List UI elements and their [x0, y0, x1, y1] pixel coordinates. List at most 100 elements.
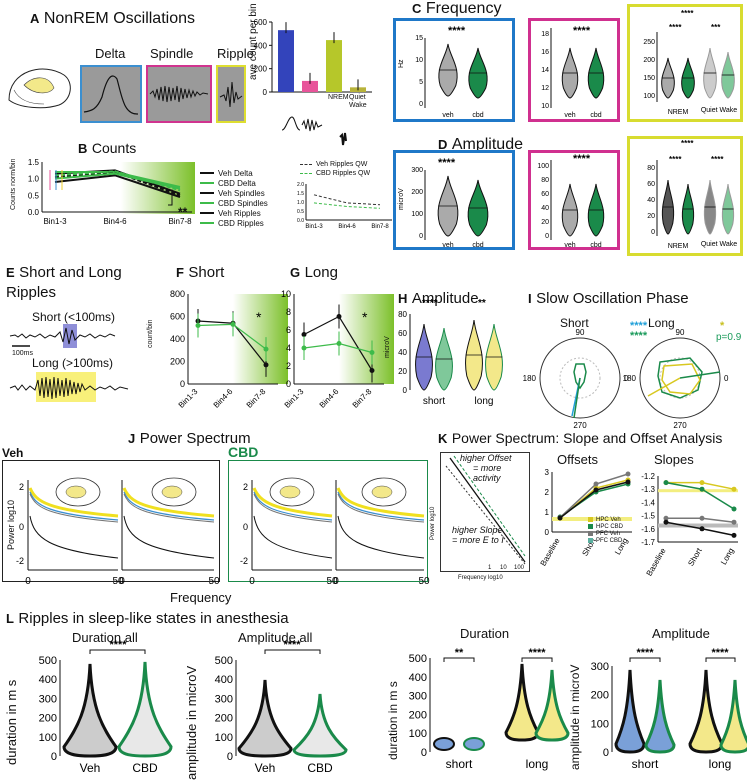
c3-ytick: 150	[643, 75, 655, 82]
k-off-ytick: 2	[545, 488, 550, 497]
chartF-ytick: 200	[170, 357, 185, 367]
l-dur-sig-2: ****	[528, 647, 546, 659]
bar-1	[302, 80, 318, 92]
k-legend-label: HPC CBD	[596, 523, 624, 530]
bi-ytick: 1.5	[297, 191, 304, 197]
l-ampall-ytick: 500	[215, 655, 233, 667]
i-sig-long-2: p=0.9	[716, 332, 742, 343]
j-cbd-2-blue	[337, 491, 425, 521]
k-ylabel: Power log10	[430, 506, 436, 540]
k-sl-point	[731, 486, 737, 492]
chartG-ytick: 0	[286, 379, 291, 389]
k-sl-point	[663, 515, 669, 521]
c3-ytick: 100	[643, 93, 655, 100]
k-legend-swatch	[588, 517, 593, 522]
k-legend: HPC Veh HPC CBD PFC Veh PFC CBD	[588, 516, 623, 544]
chartG-xtick: Bin7-8	[351, 387, 374, 410]
l-durall-bracket	[89, 649, 146, 654]
l-ampall-sig: ****	[283, 639, 301, 651]
b-ylabel: Counts norm/bin	[10, 158, 17, 210]
k-sl-point	[731, 519, 737, 525]
b-legend: Veh Delta CBD Delta Veh Spindles CBD Spindl…	[200, 168, 268, 228]
l-amp-short-cbd	[644, 679, 676, 754]
j-cbd-1-yellow	[252, 487, 333, 518]
panel-b-title: Counts	[91, 140, 137, 156]
b-inset-legend-entry: CBD Ripples QW	[300, 169, 370, 178]
bar-ytick-label: 400	[254, 41, 268, 50]
k-xlabel: Frequency log10	[458, 575, 503, 581]
l-amp-bracket-1	[629, 657, 661, 662]
k-legend-entry: PFC CBD	[588, 537, 623, 544]
i-short-a180: 180	[523, 374, 537, 383]
j-cbd-2-black	[337, 515, 425, 559]
k-off-point	[625, 471, 631, 477]
l-durall-ytick: 400	[39, 674, 57, 686]
panel-g-title: Long	[304, 264, 338, 281]
panel-j-heading: J Power Spectrum	[128, 430, 251, 447]
k-sl-point	[663, 480, 669, 486]
k-legend-entry: HPC CBD	[588, 523, 623, 530]
d-box-3	[627, 136, 743, 256]
i-long-outer	[639, 337, 721, 419]
l-violins: 0 100 200 300 400 500 **** Veh CBD 0 100 200 300 400 5…	[39, 639, 747, 775]
e-scale-label: 100ms	[12, 350, 34, 357]
l-dur-short-veh	[433, 737, 455, 751]
b-legend-entry: Veh Ripples	[200, 208, 268, 218]
h-sig-2: **	[478, 298, 486, 309]
d2-xtick-cbd: cbd	[590, 242, 601, 249]
c3-sig-2: ****	[669, 23, 682, 32]
c3-sig-1: ****	[681, 9, 694, 18]
c2-ytick: 16	[541, 49, 549, 56]
k-off-ytick: 1	[545, 508, 550, 517]
l-amp-long-veh	[688, 669, 724, 754]
panel-e-heading: E Short and Long	[6, 264, 122, 281]
panel-d-title: Amplitude	[451, 136, 523, 153]
h-ylabel: microV	[384, 336, 391, 358]
d3-ytick: 40	[647, 197, 655, 204]
panel-e-title: Short and Long	[19, 264, 122, 281]
j-xtick: 50	[326, 576, 338, 587]
b-legend-label: CBD Delta	[218, 178, 256, 188]
d1-xtick-veh: veh	[442, 242, 453, 249]
d2-ytick: 20	[541, 219, 549, 226]
b-xtick: Bin7-8	[168, 217, 192, 226]
h-ytick: 0	[403, 386, 408, 395]
i-long-label: Long	[648, 316, 675, 330]
l-dur-ytick: 300	[409, 691, 427, 703]
panel-i-heading: I Slow Oscillation Phase	[528, 290, 689, 307]
panel-h-title: Amplitude	[411, 290, 479, 307]
k-sl-xtick: Long	[719, 547, 736, 567]
c1-ytick: 15	[415, 35, 423, 42]
k-sl-ytick: -1.2	[641, 472, 655, 481]
j-veh-label: Veh	[2, 446, 24, 460]
l-dur-bracket-1	[443, 657, 475, 662]
l-amp-ytick: 300	[591, 661, 609, 673]
i-long-a270: 270	[673, 421, 687, 430]
chartG-gradient	[339, 294, 394, 384]
k-ann1: higher Offset	[460, 453, 512, 463]
j-veh-1-black	[29, 515, 119, 559]
c-box-1	[393, 18, 515, 122]
k-sl-xtick: Baseline	[645, 546, 668, 578]
c-box-3	[627, 4, 743, 122]
i-long-a0: 0	[724, 374, 729, 383]
panel-l-title: Ripples in sleep-like states in anesthes…	[18, 610, 289, 627]
j-cbd-1-gray	[253, 493, 333, 523]
l-dur-xshort: short	[446, 757, 473, 771]
k-sl-ytick: -1.4	[641, 498, 655, 507]
b-legend-entry: CBD Ripples	[200, 218, 268, 228]
label-ripple: Ripple	[217, 46, 254, 61]
b-legend-label: CBD Ripples	[218, 218, 264, 228]
panel-f-heading: F Short	[176, 264, 225, 281]
c-violins: Hz 0 5 10 15 veh cbd **** 10 12 14 16 18 veh cbd **** 10…	[398, 9, 737, 119]
k-legend-label: PFC CBD	[596, 537, 623, 544]
c3-ytick: 200	[643, 57, 655, 64]
j-veh-box	[2, 460, 220, 582]
b-series-4	[54, 174, 181, 198]
b-inset-legend-label: Veh Ripples QW	[316, 161, 368, 168]
k-sl-ytick: -1.7	[641, 538, 655, 547]
c3-sig-3: ***	[711, 23, 721, 32]
l-dur-long-veh	[504, 663, 540, 742]
l-dur-all-title: Duration all	[72, 630, 138, 645]
j-cbd-box	[228, 460, 428, 582]
